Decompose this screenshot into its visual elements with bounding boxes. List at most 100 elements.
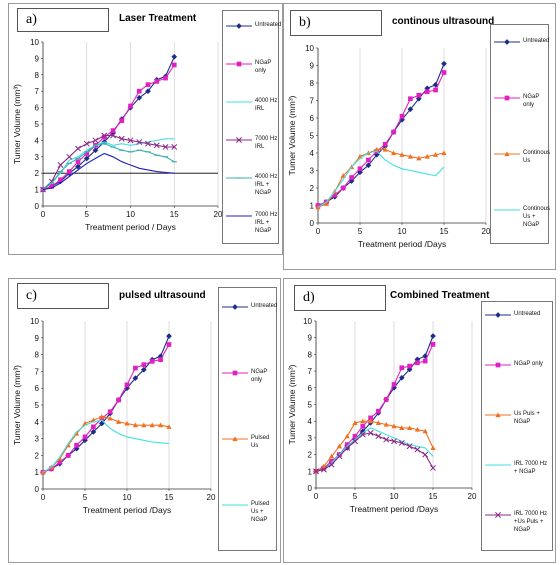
series-line: [317, 150, 445, 208]
data-point: [158, 422, 164, 428]
legend-swatch: [226, 177, 252, 179]
x-tick-label: 0: [41, 493, 46, 502]
y-tick-label: 2: [310, 184, 315, 193]
data-point: [374, 146, 380, 152]
panel-label-b: b): [290, 10, 382, 36]
legend-swatch: [226, 215, 252, 217]
x-axis-label: Treatment period /Days: [350, 504, 439, 514]
data-point: [101, 132, 108, 139]
series-line: [42, 419, 170, 473]
data-point: [154, 79, 160, 84]
data-point: [166, 342, 172, 347]
panel-label-c: c): [17, 283, 109, 309]
legend-label: NGaP only: [514, 361, 543, 367]
chart-panel-c: 0 1 2 3 4 5 6 7 8 9 10 0 5 10 15 20 Treatment period /Da…: [8, 278, 281, 563]
legend-item: Continous Us: [491, 149, 551, 169]
panel-title-b: continous ultrasound: [392, 16, 495, 27]
data-point: [136, 139, 143, 145]
y-tick-label: 0: [308, 484, 313, 493]
data-point: [399, 365, 405, 371]
x-tick-label: 15: [170, 210, 179, 219]
y-tick-label: 0: [310, 219, 315, 228]
data-point: [352, 420, 358, 425]
data-point: [415, 360, 420, 366]
series-3: [40, 132, 178, 193]
legend-label: Untreated: [255, 22, 282, 28]
data-point: [90, 428, 97, 435]
legend-marker: [504, 95, 510, 101]
legend-marker: [504, 151, 510, 157]
data-point: [329, 453, 335, 459]
y-tick-label: 8: [308, 350, 313, 359]
y-tick-label: 7: [35, 367, 40, 376]
series-1: [315, 70, 447, 208]
y-tick-label: 9: [310, 62, 315, 71]
y-tick-label: 6: [35, 384, 40, 393]
legend-swatch: [494, 39, 520, 45]
legend-item: Us Puls + NGaP: [482, 410, 552, 430]
legend-swatch: [222, 370, 248, 376]
data-point: [344, 442, 350, 447]
panel-title-c: pulsed ultrasound: [119, 290, 206, 301]
data-point: [407, 363, 412, 369]
legend-marker: [232, 436, 238, 442]
x-tick-label: 0: [316, 227, 321, 236]
series-line: [317, 72, 445, 207]
data-point: [323, 201, 329, 206]
data-point: [422, 451, 429, 458]
y-tick-label: 6: [308, 384, 313, 393]
data-point: [171, 144, 178, 150]
data-point: [118, 135, 125, 142]
x-tick-label: 20: [468, 492, 477, 501]
legend-swatch: [485, 412, 511, 418]
legend-marker: [495, 512, 501, 518]
data-point: [391, 150, 397, 156]
x-axis-label: Treatment period / Days: [85, 222, 176, 232]
y-tick-label: 1: [35, 186, 40, 195]
data-point: [66, 169, 72, 174]
x-tick-label: 15: [429, 492, 438, 501]
y-tick-label: 4: [308, 417, 313, 426]
x-tick-label: 20: [207, 493, 216, 502]
y-tick-label: 10: [303, 317, 312, 326]
data-point: [65, 453, 71, 458]
data-point: [366, 157, 371, 163]
series-line: [42, 416, 170, 473]
data-point: [407, 153, 413, 159]
y-axis-label: Tumer Volume (mm³): [12, 84, 22, 164]
series-1: [40, 342, 172, 475]
x-tick-label: 5: [83, 493, 88, 502]
y-tick-label: 5: [308, 401, 313, 410]
x-tick-label: 10: [398, 227, 407, 236]
series-line: [42, 344, 170, 473]
y-axis-label: Tumer Volume (mm³): [287, 95, 297, 175]
y-tick-label: 2: [35, 451, 40, 460]
data-point: [422, 428, 428, 434]
legend-label: Continous Us: [523, 150, 551, 164]
legend-swatch: [226, 137, 252, 143]
legend-item: Continous Us + NGaP: [491, 205, 550, 228]
panel-label-a: a): [17, 8, 109, 32]
legend-item: NGaP only: [223, 59, 278, 79]
data-point: [360, 418, 366, 424]
legend-a: Untreated NGaP only 4000 Hz IRL 7000 Hz IRL…: [222, 10, 282, 244]
y-tick-label: 10: [30, 317, 39, 326]
data-point: [92, 137, 99, 144]
data-point: [383, 421, 389, 427]
data-point: [75, 145, 81, 152]
data-point: [407, 425, 413, 430]
data-point: [166, 424, 172, 429]
y-tick-label: 0: [35, 485, 40, 494]
data-point: [92, 147, 99, 154]
data-point: [441, 150, 447, 156]
data-point: [368, 415, 373, 421]
legend-swatch: [226, 23, 252, 29]
data-point: [58, 177, 63, 183]
data-point: [149, 358, 155, 364]
legend-b: Untreated NGaP only Continous Us Continous …: [490, 24, 551, 244]
legend-label: 4000 Hz IRL: [255, 98, 278, 112]
series-4: [313, 429, 436, 475]
series-3: [42, 419, 170, 473]
x-axis-label: Treatment period /Days: [83, 505, 172, 515]
data-point: [116, 419, 122, 424]
